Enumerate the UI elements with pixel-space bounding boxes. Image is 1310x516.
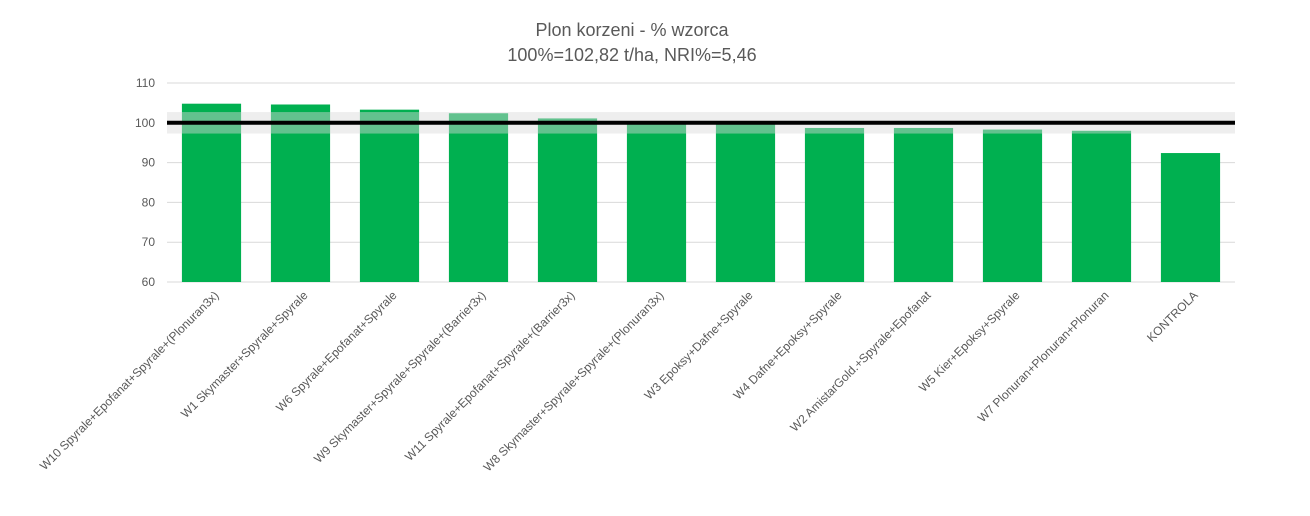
x-category-label: KONTROLA bbox=[1144, 288, 1201, 345]
y-tick-label: 60 bbox=[142, 275, 156, 289]
chart-title: Plon korzeni - % wzorca bbox=[535, 20, 729, 40]
reference-line-layer bbox=[167, 112, 1235, 134]
x-category-label: W11 Spyrale+Epofanat+Spyrale+(Barrier3x) bbox=[402, 288, 578, 464]
x-category-label: W2 AmistarGold.+Spyrale+Epofanat bbox=[787, 288, 934, 435]
bar bbox=[626, 122, 687, 282]
bar bbox=[181, 103, 242, 282]
y-tick-label: 100 bbox=[135, 116, 155, 130]
bar bbox=[537, 118, 598, 282]
bar bbox=[448, 113, 509, 282]
x-category-label: W9 Skymaster+Spyrale+Spyrale+(Barrier3x) bbox=[311, 288, 489, 466]
bar bbox=[1160, 153, 1221, 282]
bar bbox=[359, 109, 420, 282]
bar bbox=[1071, 130, 1132, 282]
bar bbox=[715, 123, 776, 282]
x-category-label: W5 Kier+Epoksy+Spyrale bbox=[916, 288, 1023, 395]
bar bbox=[982, 129, 1043, 282]
bar bbox=[893, 127, 954, 282]
y-tick-label: 110 bbox=[136, 76, 155, 90]
x-category-label: W10 Spyrale+Epofanat+Spyrale+(Plonuran3x… bbox=[37, 288, 222, 473]
x-category-label: W8 Skymaster+Spyrale+Spyrale+(Plonuran3x… bbox=[481, 288, 667, 474]
bar bbox=[804, 127, 865, 282]
y-axis-tick-labels: 60 70 80 90 100 110 bbox=[135, 76, 155, 289]
bar bbox=[270, 104, 331, 282]
y-tick-label: 80 bbox=[142, 195, 156, 209]
x-axis-category-labels: W10 Spyrale+Epofanat+Spyrale+(Plonuran3x… bbox=[37, 288, 1201, 475]
y-tick-label: 70 bbox=[142, 235, 156, 249]
chart-subtitle: 100%=102,82 t/ha, NRI%=5,46 bbox=[507, 45, 756, 65]
y-tick-label: 90 bbox=[142, 156, 156, 170]
bars bbox=[181, 103, 1221, 282]
